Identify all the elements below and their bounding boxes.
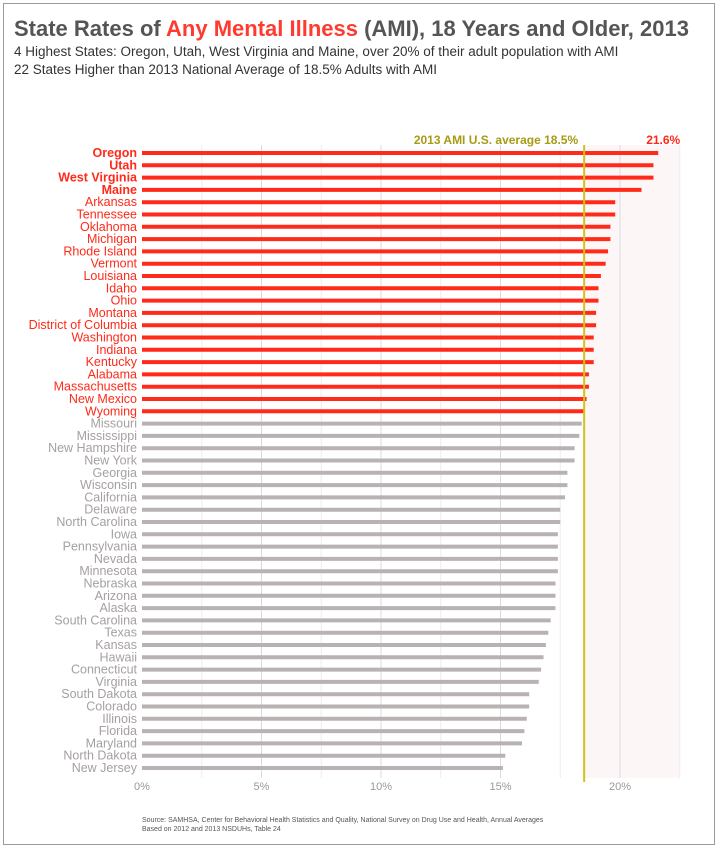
title-suffix: (AMI), 18 Years and Older, 2013 — [357, 16, 689, 41]
category-label: North Carolina — [56, 515, 137, 529]
category-label: West Virginia — [58, 171, 138, 185]
category-label: Nevada — [94, 552, 137, 566]
x-tick-label: 5% — [254, 781, 270, 793]
category-label: Wyoming — [85, 404, 137, 418]
category-label: New Jersey — [72, 761, 138, 775]
category-label: South Dakota — [61, 687, 137, 701]
category-label: North Dakota — [63, 749, 137, 763]
category-label: Colorado — [86, 700, 137, 714]
category-label: New York — [84, 454, 138, 468]
x-tick-label: 15% — [489, 781, 511, 793]
category-label: Montana — [88, 306, 137, 320]
category-label: Oklahoma — [80, 220, 137, 234]
category-label: Maryland — [86, 736, 137, 750]
category-label: Louisiana — [83, 269, 137, 283]
category-label: Arkansas — [85, 195, 137, 209]
category-label: Illinois — [102, 712, 137, 726]
top-value-label: 21.6% — [646, 133, 680, 147]
source-note: Source: SAMHSA, Center for Behavioral He… — [142, 817, 544, 833]
category-label: Texas — [104, 626, 137, 640]
category-label: Virginia — [96, 675, 138, 689]
category-label: South Carolina — [54, 613, 137, 627]
category-label: Alaska — [99, 601, 137, 615]
category-label: Georgia — [93, 466, 138, 480]
category-label: Oregon — [93, 146, 137, 160]
category-label: Alabama — [88, 367, 137, 381]
category-label: Tennessee — [77, 208, 138, 222]
category-label: Delaware — [84, 503, 137, 517]
category-label: Rhode Island — [63, 244, 137, 258]
category-label: Hawaii — [99, 650, 137, 664]
subtitle-highest-states: 4 Highest States: Oregon, Utah, West Vir… — [14, 44, 619, 59]
category-label: New Mexico — [69, 392, 137, 406]
category-label: California — [84, 490, 137, 504]
x-tick-label: 10% — [370, 781, 392, 793]
category-label: Missouri — [90, 417, 137, 431]
average-label: 2013 AMI U.S. average 18.5% — [414, 133, 579, 147]
category-label: Arizona — [95, 589, 137, 603]
title-highlight: Any Mental Illness — [166, 16, 358, 41]
category-label: Mississippi — [77, 429, 137, 443]
category-label: Washington — [71, 331, 137, 345]
category-label: Pennsylvania — [63, 540, 137, 554]
subtitle-above-average: 22 States Higher than 2013 National Aver… — [14, 62, 438, 77]
category-label: Wisconsin — [80, 478, 137, 492]
category-label: Florida — [99, 724, 137, 738]
category-label: Kansas — [95, 638, 137, 652]
category-label: Michigan — [87, 232, 137, 246]
title-prefix: State Rates of — [14, 16, 167, 41]
category-label: Vermont — [90, 257, 137, 271]
category-label: Massachusetts — [54, 380, 137, 394]
category-label: Nebraska — [84, 577, 138, 591]
category-label: Minnesota — [79, 564, 137, 578]
category-label: Iowa — [111, 527, 137, 541]
chart-title: State Rates of Any Mental Illness (AMI),… — [14, 16, 689, 42]
category-label: Idaho — [106, 281, 137, 295]
category-label: District of Columbia — [29, 318, 137, 332]
category-label: Maine — [102, 183, 137, 197]
category-label: Indiana — [96, 343, 137, 357]
x-tick-label: 20% — [609, 781, 631, 793]
category-label: Utah — [109, 158, 137, 172]
category-label: Kentucky — [86, 355, 138, 369]
category-label: New Hampshire — [48, 441, 137, 455]
x-tick-label: 0% — [134, 781, 150, 793]
category-label: Connecticut — [71, 663, 138, 677]
chart-frame — [3, 3, 715, 845]
category-label: Ohio — [111, 294, 137, 308]
